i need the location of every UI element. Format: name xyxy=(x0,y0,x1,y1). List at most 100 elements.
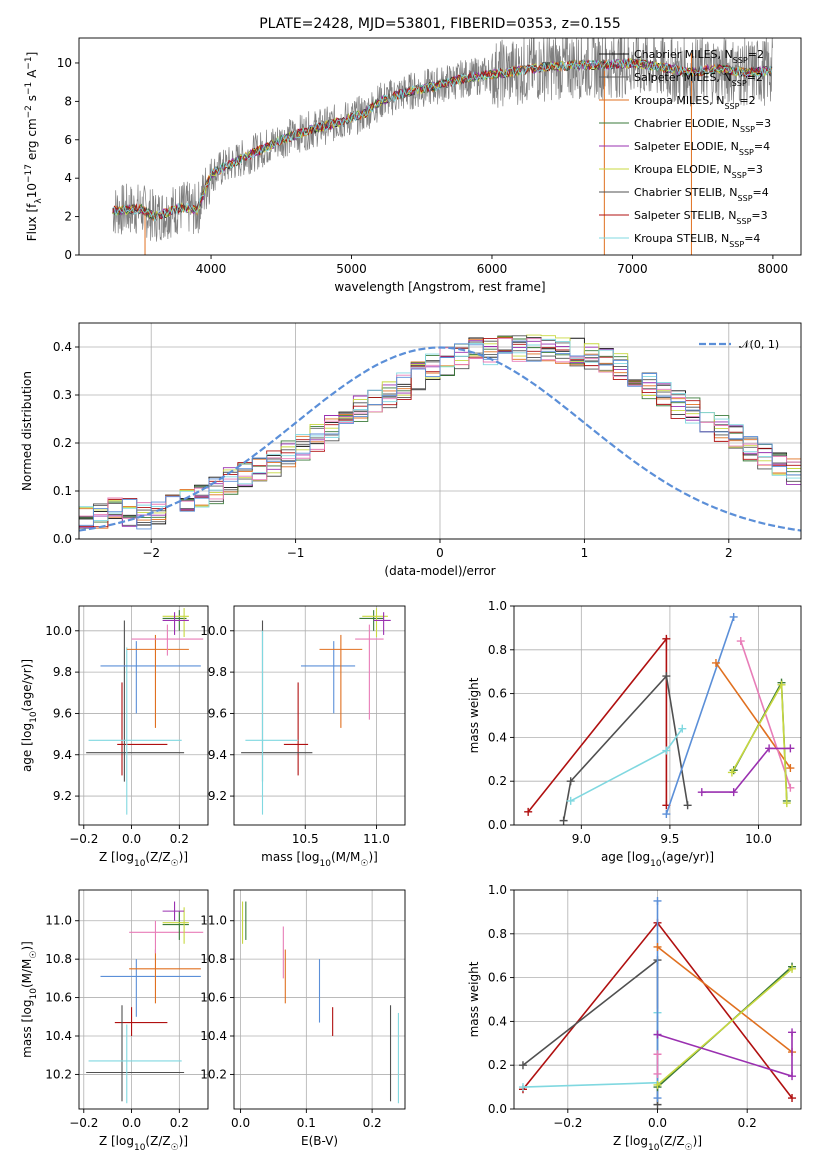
series-marker-0 xyxy=(524,807,533,816)
y-axis-label-part: −2 xyxy=(24,105,34,118)
y-tick-label: 10.0 xyxy=(45,624,72,638)
x-axis-label-part: (Z/Z xyxy=(145,850,170,864)
legend-label-part: Salpeter STELIB, N xyxy=(634,209,736,222)
plot-area xyxy=(241,608,391,815)
series-marker-7 xyxy=(727,768,736,777)
series-marker-1 xyxy=(662,672,671,681)
series-marker-8 xyxy=(788,1072,797,1081)
series-marker-2 xyxy=(678,724,687,733)
x-tick-label: 0.2 xyxy=(363,1116,382,1130)
x-axis-label-part: Z [log xyxy=(99,850,134,864)
y-axis-label-part: mass [log xyxy=(20,1000,34,1058)
y-tick-label: 0.4 xyxy=(488,730,507,744)
y-tick-label: 0.0 xyxy=(53,532,72,546)
y-tick-label: 6 xyxy=(64,133,72,147)
series-marker-8 xyxy=(653,1030,662,1039)
y-axis-label-part: −1 xyxy=(24,56,34,69)
model-line-6 xyxy=(112,58,773,221)
x-axis-label-part: (age/yr)] xyxy=(662,850,714,864)
legend-label-0: Chabrier MILES, NSSP=2 xyxy=(634,48,764,65)
x-axis-label-part: ☉ xyxy=(360,859,368,869)
y-axis-label-part: age [log xyxy=(20,723,34,772)
x-tick-label: 0.2 xyxy=(170,832,189,846)
x-axis-label-part: (Z/Z xyxy=(659,1134,684,1148)
y-tick-label: 9.4 xyxy=(208,748,227,762)
y-tick-label: 0.8 xyxy=(488,927,507,941)
legend-label-5: Kroupa ELODIE, NSSP=3 xyxy=(634,163,763,180)
y-axis-label-part: Flux [f xyxy=(25,203,39,241)
x-axis-label: (data-model)/error xyxy=(384,564,495,578)
x-axis-label-part: 10 xyxy=(650,859,662,869)
y-axis-label-part: erg cm xyxy=(25,118,39,164)
x-axis-label-part: mass [log xyxy=(261,850,319,864)
series-marker-7 xyxy=(788,964,797,973)
legend-label-part: SSP xyxy=(732,79,747,88)
series-line-4 xyxy=(657,946,793,1053)
series-marker-8 xyxy=(697,788,706,797)
x-tick-label: 10.5 xyxy=(292,832,319,846)
legend-label-part: SSP xyxy=(733,56,748,65)
series-marker-1 xyxy=(683,801,692,810)
series-marker-4 xyxy=(653,942,662,951)
axes-frame xyxy=(233,889,406,1110)
series-marker-3 xyxy=(729,612,738,621)
x-tick-label: 0.1 xyxy=(297,1116,316,1130)
series-marker-7 xyxy=(782,799,791,808)
x-axis-label-part: Z [log xyxy=(613,1134,648,1148)
x-tick-label: 0.2 xyxy=(170,1116,189,1130)
chart-age-vs-Z: −0.2 0.0 0.29.29.49.69.810.0Z [log10(Z/Z☉)… xyxy=(20,605,209,869)
x-tick-label: 0.2 xyxy=(738,1116,757,1130)
y-tick-label: 10.8 xyxy=(200,952,227,966)
x-tick-label: −0.2 xyxy=(553,1116,582,1130)
x-tick-label: 5000 xyxy=(336,262,367,276)
y-tick-label: 10.6 xyxy=(45,991,72,1005)
axes-frame xyxy=(78,605,209,826)
y-tick-label: 10.8 xyxy=(45,952,72,966)
y-tick-label: 0.0 xyxy=(488,818,507,832)
plot-area xyxy=(112,38,773,255)
series-marker-4 xyxy=(711,658,720,667)
x-tick-label: 2 xyxy=(725,546,733,560)
x-axis-label-part: ☉ xyxy=(171,859,179,869)
legend-label-part: =3 xyxy=(755,117,771,130)
y-tick-label: 0.0 xyxy=(488,1102,507,1116)
legend-label-part: SSP xyxy=(739,148,754,157)
y-tick-label: 1.0 xyxy=(488,599,507,613)
series-marker-7 xyxy=(653,1080,662,1089)
legend-label-part: =2 xyxy=(739,94,755,107)
legend-label-part: SSP xyxy=(729,240,744,249)
x-axis-label-part: Z [log xyxy=(99,1134,134,1148)
y-tick-label: 0.2 xyxy=(53,436,72,450)
y-tick-label: 10.0 xyxy=(200,624,227,638)
y-axis-label-group: mass [log10(M/M☉)] xyxy=(20,941,39,1058)
y-tick-label: 10.4 xyxy=(200,1029,227,1043)
y-tick-label: 0.1 xyxy=(53,484,72,498)
legend-label-gauss: 𝒩(0, 1) xyxy=(739,338,779,351)
series-line-8 xyxy=(701,747,791,793)
x-axis-label: wavelength [Angstrom, rest frame] xyxy=(334,280,545,294)
series-marker-1 xyxy=(559,816,568,825)
y-axis-label-part: (M/M xyxy=(20,959,34,988)
legend-label-part: Kroupa ELODIE, N xyxy=(634,163,732,176)
y-tick-label: 10.2 xyxy=(200,1067,227,1081)
legend-label-4: Salpeter ELODIE, NSSP=4 xyxy=(634,140,770,157)
y-axis-label-group: age [log10(age/yr)] xyxy=(20,659,39,772)
legend-label-part: SSP xyxy=(732,171,747,180)
x-tick-label: 1 xyxy=(581,546,589,560)
legend-label-part: Kroupa MILES, N xyxy=(634,94,724,107)
legend-label-part: Kroupa STELIB, N xyxy=(634,232,729,245)
x-axis-label-part: 10 xyxy=(648,1143,660,1153)
y-tick-label: 9.8 xyxy=(208,665,227,679)
legend-label-part: =3 xyxy=(751,209,767,222)
legend-label-7: Salpeter STELIB, NSSP=3 xyxy=(634,209,768,226)
y-axis-label-part: −17 xyxy=(24,164,34,183)
y-tick-label: 0.8 xyxy=(488,643,507,657)
legend-label-8: Kroupa STELIB, NSSP=4 xyxy=(634,232,760,249)
chart-mass-vs-Z: −0.2 0.0 0.210.210.410.610.811.0Z [log10(Z… xyxy=(20,889,209,1153)
series-marker-3 xyxy=(653,896,662,905)
y-axis-label: Flux [fλ10−17 erg cm−2 s−1 A−1] xyxy=(24,52,44,242)
x-axis-label-part: ☉ xyxy=(171,1143,179,1153)
y-tick-label: 4 xyxy=(64,171,72,185)
x-tick-label: −1 xyxy=(287,546,305,560)
